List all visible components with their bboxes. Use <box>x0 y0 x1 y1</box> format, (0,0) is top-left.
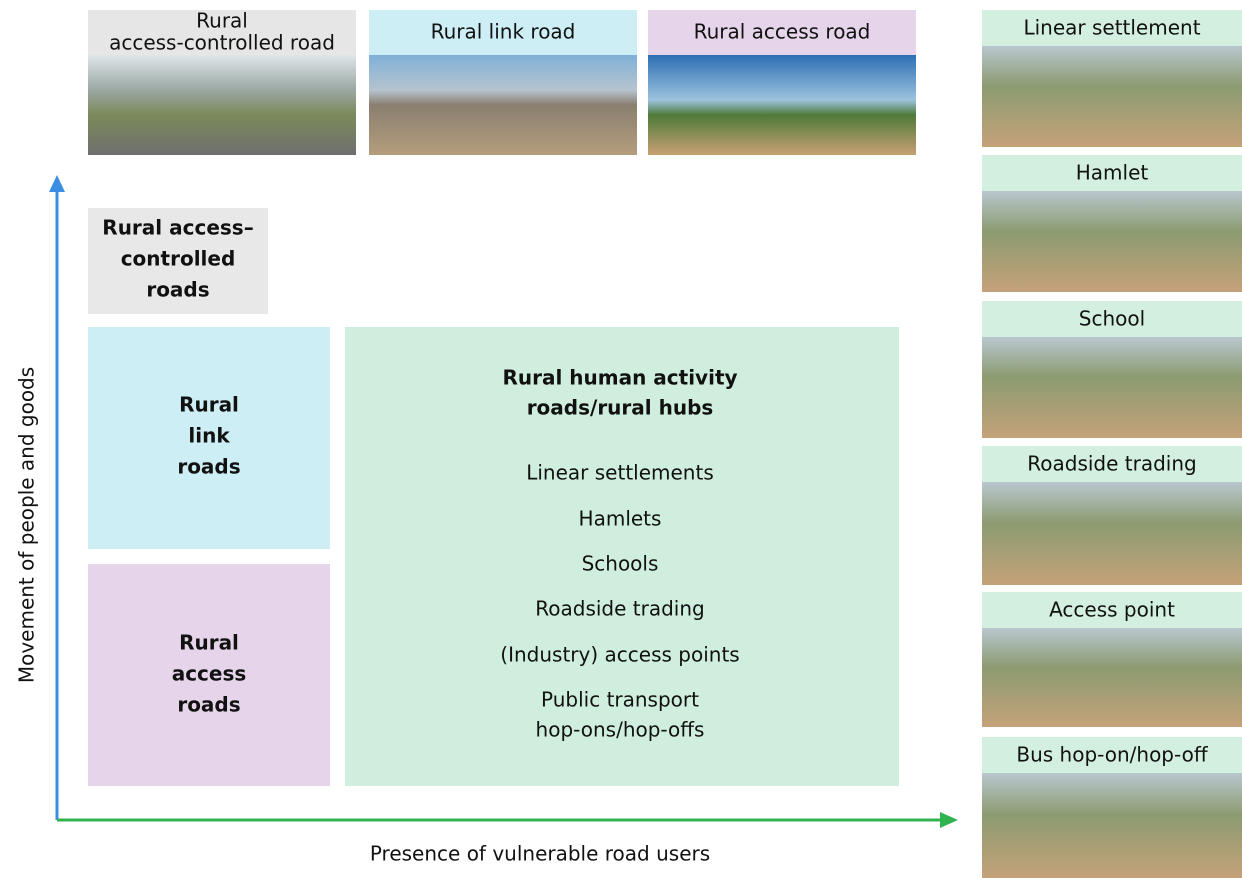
photo <box>982 628 1242 727</box>
box-label: roads <box>177 455 240 479</box>
box-label: access <box>172 662 247 686</box>
photo <box>982 482 1242 585</box>
image-label: School <box>1079 307 1145 331</box>
box-label: roads/rural hubs <box>527 396 714 420</box>
hub-item: Roadside trading <box>535 597 704 621</box>
hub-item: (Industry) access points <box>500 643 739 667</box>
hub-item: hop-ons/hop-offs <box>536 718 705 742</box>
image-label: Rural access road <box>694 20 871 44</box>
photo <box>982 46 1242 147</box>
photo <box>982 191 1242 292</box>
diagram: Ruralaccess-controlled roadRural link ro… <box>0 0 1242 878</box>
image-label: Bus hop-on/hop-off <box>1016 743 1208 767</box>
box-label: controlled <box>121 247 236 271</box>
image-label: Rural link road <box>431 20 576 44</box>
image-label: Linear settlement <box>1023 16 1200 40</box>
photo <box>88 55 356 155</box>
photo <box>648 55 916 155</box>
y-arrow <box>49 175 65 192</box>
image-label: Rural <box>196 9 248 33</box>
photo <box>982 773 1242 878</box>
box-label: roads <box>146 278 209 302</box>
image-label: Hamlet <box>1076 161 1149 185</box>
y-axis-label: Movement of people and goods <box>15 367 39 683</box>
hub-item: Linear settlements <box>526 461 714 485</box>
side-images: Linear settlement Hamlet School Roadside tr… <box>982 10 1242 878</box>
hub-item: Schools <box>582 552 659 576</box>
image-label: Access point <box>1049 598 1175 622</box>
box-label: roads <box>177 693 240 717</box>
box-label: Rural human activity <box>502 366 737 390</box>
box-label: link <box>188 424 230 448</box>
box-label: Rural <box>179 631 239 655</box>
hub-item: Public transport <box>541 688 699 712</box>
image-label: Roadside trading <box>1027 452 1196 476</box>
box-label: Rural <box>179 393 239 417</box>
x-arrow <box>940 812 958 828</box>
x-axis-label: Presence of vulnerable road users <box>370 842 710 866</box>
photo <box>982 337 1242 438</box>
box-label: Rural access– <box>102 216 253 240</box>
image-label: access-controlled road <box>109 31 335 55</box>
hub-item: Hamlets <box>579 507 662 531</box>
photo <box>369 55 637 155</box>
